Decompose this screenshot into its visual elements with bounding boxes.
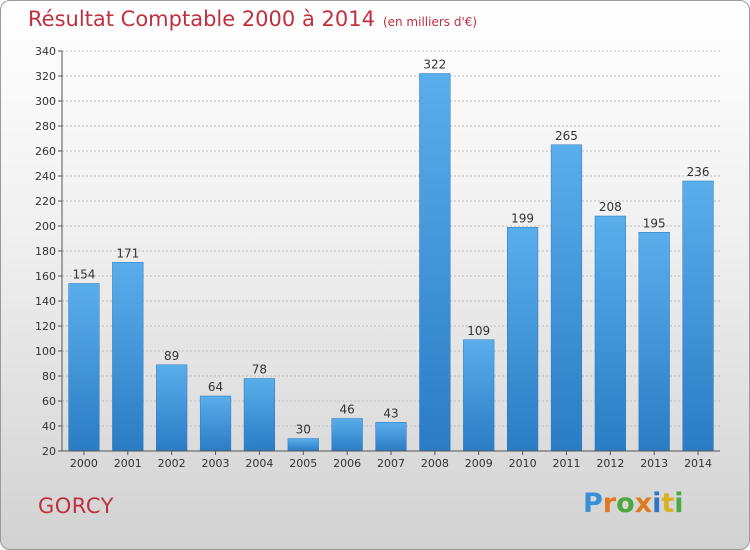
bar [506,227,539,452]
bar [638,232,670,452]
bar [375,422,407,452]
data-label: 64 [208,380,223,394]
chart-title-text: Résultat Comptable 2000 à 2014 [28,7,375,31]
x-tick-label: 2006 [333,457,361,470]
bar [112,262,144,452]
data-label: 195 [643,216,666,230]
y-tick-label: 20 [42,445,56,458]
bar [419,73,451,452]
x-tick-label: 2002 [158,457,186,470]
bar [594,215,626,452]
x-tick-label: 2010 [509,457,537,470]
y-tick-label: 40 [42,420,56,433]
y-tick-label: 180 [35,245,56,258]
y-tick-label: 120 [35,320,56,333]
commune-name: GORCY [38,494,114,518]
bar [199,395,232,452]
bar [68,283,100,452]
bar [243,378,276,452]
bar [682,180,714,452]
bars: 154 171 89 64 78 30 46 43 322 109 199 265 208 195 236 [68,58,714,452]
data-label: 109 [467,324,490,338]
y-tick-label: 340 [35,45,56,58]
logo-letter: o [616,488,635,519]
y-tick-label: 100 [35,345,56,358]
x-tick-label: 2014 [684,457,712,470]
chart-title: Résultat Comptable 2000 à 2014 (en millie… [28,7,477,31]
x-tick-label: 2012 [596,457,624,470]
x-tick-label: 2005 [289,457,317,470]
chart-subtitle: (en milliers d'€) [382,15,478,29]
bar [463,339,495,452]
y-tick-label: 320 [35,70,56,83]
x-tick-label: 2004 [245,457,273,470]
y-tick-label: 300 [35,95,56,108]
bar [331,418,363,452]
x-tick-label: 2013 [640,457,668,470]
y-tick-label: 240 [35,170,56,183]
data-label: 89 [164,349,179,363]
x-tick-label: 2008 [421,457,449,470]
x-tick-label: 2007 [377,457,405,470]
bar [550,144,583,452]
y-tick-label: 60 [42,395,56,408]
data-label: 78 [252,363,267,377]
y-tick-label: 280 [35,120,56,133]
x-tick-label: 2009 [465,457,493,470]
y-tick-label: 260 [35,145,56,158]
x-tick-label: 2011 [552,457,580,470]
data-label: 236 [687,165,710,179]
bar [156,364,188,452]
proxiti-logo: Proxiti [583,488,684,519]
logo-letter: P [583,488,603,519]
y-tick-label: 220 [35,195,56,208]
y-tick-label: 200 [35,220,56,233]
data-label: 199 [511,211,534,225]
data-label: 171 [116,246,139,260]
data-label: 208 [599,200,622,214]
data-label: 154 [72,268,95,282]
data-label: 265 [555,129,578,143]
logo-letter: i [674,488,684,519]
data-label: 46 [339,403,354,417]
logo-letter: r [602,488,617,519]
y-tick-label: 140 [35,295,56,308]
data-label: 30 [296,423,311,437]
x-tick-label: 2003 [202,457,230,470]
x-tick-label: 2001 [114,457,142,470]
y-tick-label: 160 [35,270,56,283]
logo-letter: x [634,488,653,519]
bar [287,438,319,452]
logo-letter: t [661,488,675,519]
x-tick-label: 2000 [70,457,98,470]
y-tick-label: 80 [42,370,56,383]
data-label: 322 [423,58,446,72]
data-label: 43 [383,406,398,420]
logo-letter: i [652,488,662,519]
axes: 20 40 60 80 100 120 140 160 180 200 220 240 260 280 30… [35,45,720,470]
